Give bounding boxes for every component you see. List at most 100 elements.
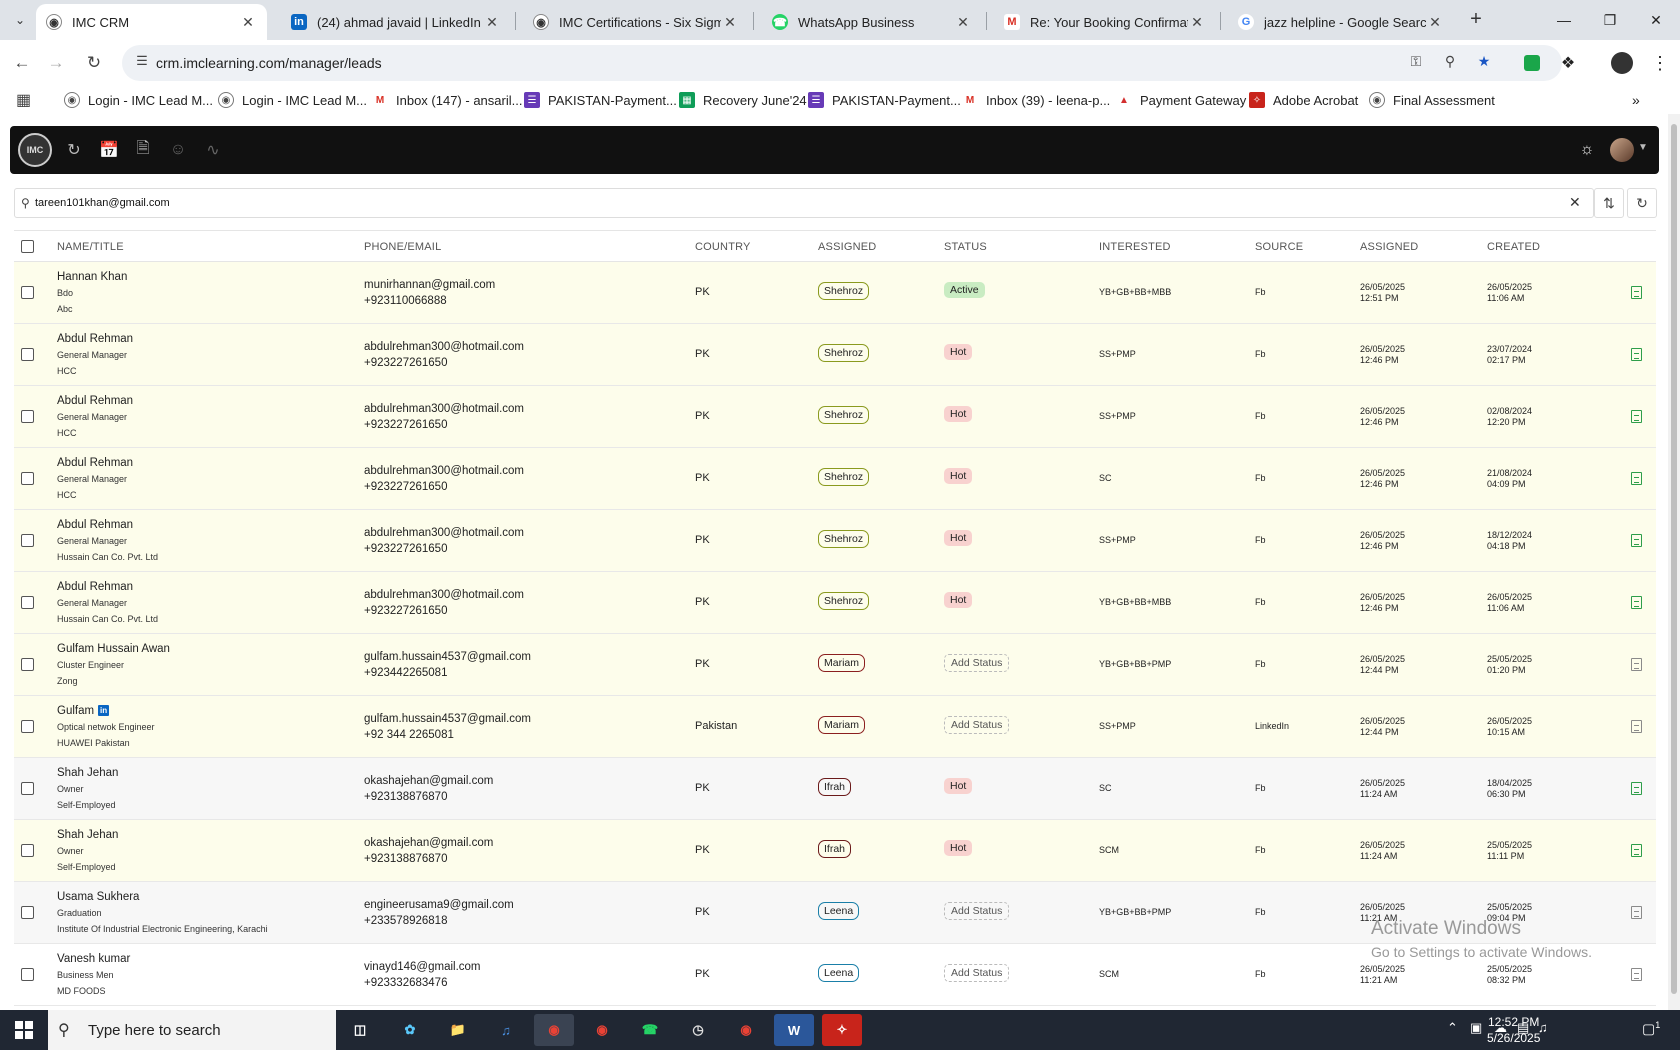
browser-tab[interactable]: M Re: Your Booking Confirmation✕ bbox=[994, 4, 1216, 40]
whatsapp-icon[interactable]: ☎ bbox=[641, 1022, 659, 1037]
header-interested[interactable]: INTERESTED bbox=[1099, 241, 1171, 253]
assignee-badge[interactable]: Shehroz bbox=[818, 592, 870, 610]
refresh-button[interactable]: ↻ bbox=[1627, 188, 1657, 218]
whatsapp-extension-icon[interactable] bbox=[1518, 49, 1546, 77]
word-icon[interactable]: W bbox=[774, 1014, 814, 1046]
table-row[interactable]: Abdul Rehman General Manager HCC abdulrehma… bbox=[14, 448, 1656, 510]
bookmark-item[interactable]: M Inbox (147) - ansaril... bbox=[372, 90, 522, 110]
lead-phone[interactable]: +923227261650 bbox=[364, 419, 448, 431]
assignee-badge[interactable]: Ifrah bbox=[818, 778, 852, 796]
row-checkbox[interactable] bbox=[21, 782, 34, 795]
windows-start-icon[interactable] bbox=[0, 1010, 48, 1050]
select-all-checkbox[interactable] bbox=[21, 240, 34, 253]
bookmark-item[interactable]: ▲ Payment Gateway bbox=[1116, 90, 1246, 110]
lead-name[interactable]: Vanesh kumar bbox=[57, 953, 131, 965]
header-created[interactable]: CREATED bbox=[1487, 241, 1541, 253]
lead-phone[interactable]: +923110066888 bbox=[364, 295, 447, 307]
lead-name[interactable]: Gulfam bbox=[57, 705, 95, 717]
notes-document-icon[interactable] bbox=[1631, 782, 1642, 795]
app-pinned-icon[interactable]: ♫ bbox=[501, 1022, 511, 1038]
header-assigned[interactable]: ASSIGNED bbox=[818, 241, 877, 253]
clear-search-icon[interactable]: ✕ bbox=[1569, 194, 1581, 210]
taskbar-clock[interactable]: 12:52 PM 5/26/2025 bbox=[1487, 1014, 1540, 1046]
status-badge[interactable]: Hot bbox=[944, 344, 973, 360]
row-checkbox[interactable] bbox=[21, 658, 34, 671]
close-tab-icon[interactable]: ✕ bbox=[242, 13, 254, 30]
chrome-icon[interactable]: ◉ bbox=[596, 1022, 608, 1037]
taskbar-search-box[interactable]: ⚲ Type here to search bbox=[48, 1010, 336, 1050]
header-country[interactable]: COUNTRY bbox=[695, 241, 751, 253]
lead-name[interactable]: Abdul Rehman bbox=[57, 333, 134, 345]
url-text[interactable]: crm.imclearning.com/manager/leads bbox=[156, 55, 382, 71]
site-info-icon[interactable]: ☰ bbox=[136, 53, 148, 68]
table-row[interactable]: Vanesh kumar Business Men MD FOODS vinayd14… bbox=[14, 944, 1656, 1006]
lead-email[interactable]: abdulrehman300@hotmail.com bbox=[364, 403, 524, 415]
reload-button[interactable]: ↻ bbox=[86, 53, 102, 72]
close-tab-icon[interactable]: ✕ bbox=[724, 13, 736, 30]
browser-tab[interactable]: ◉ IMC CRM ✕ bbox=[36, 4, 267, 40]
zoom-icon[interactable]: ⚲ bbox=[1444, 53, 1456, 69]
address-bar[interactable]: ☰ crm.imclearning.com/manager/leads ⚿ ⚲ … bbox=[122, 45, 1562, 81]
notes-document-icon[interactable] bbox=[1631, 720, 1642, 733]
acrobat-icon[interactable]: ✧ bbox=[822, 1014, 862, 1046]
header-contact[interactable]: PHONE/EMAIL bbox=[364, 241, 442, 253]
lead-name[interactable]: Abdul Rehman bbox=[57, 519, 134, 531]
status-badge[interactable]: Hot bbox=[944, 530, 973, 546]
browser-tab[interactable]: in (24) ahmad javaid | LinkedIn ✕ bbox=[281, 4, 511, 40]
notification-center-icon[interactable]: ▢1 bbox=[1642, 1020, 1661, 1037]
header-status[interactable]: STATUS bbox=[944, 241, 987, 253]
lead-email[interactable]: gulfam.hussain4537@gmail.com bbox=[364, 713, 532, 725]
close-window-button[interactable]: ✕ bbox=[1650, 11, 1662, 28]
table-row[interactable]: Abdul Rehman General Manager Hussain Can C… bbox=[14, 572, 1656, 634]
lead-name[interactable]: Abdul Rehman bbox=[57, 581, 134, 593]
status-badge[interactable]: Active bbox=[944, 282, 985, 298]
close-tab-icon[interactable]: ✕ bbox=[957, 13, 969, 30]
lead-phone[interactable]: +233578926818 bbox=[364, 915, 448, 927]
lead-email[interactable]: abdulrehman300@hotmail.com bbox=[364, 341, 524, 353]
new-tab-button[interactable]: + bbox=[1470, 8, 1482, 30]
row-checkbox[interactable] bbox=[21, 286, 34, 299]
browser-menu-icon[interactable]: ⋮ bbox=[1651, 52, 1669, 73]
chevron-down-icon[interactable]: ▼ bbox=[1638, 142, 1648, 153]
notes-document-icon[interactable] bbox=[1631, 534, 1642, 547]
assignee-badge[interactable]: Leena bbox=[818, 902, 860, 920]
network-icon[interactable]: ▤ bbox=[1517, 1020, 1530, 1035]
bookmark-item[interactable]: ◉ Login - IMC Lead M... bbox=[64, 90, 213, 110]
clock-app-icon[interactable]: ◷ bbox=[692, 1022, 704, 1037]
assignee-badge[interactable]: Shehroz bbox=[818, 344, 870, 362]
assignee-badge[interactable]: Mariam bbox=[818, 716, 866, 734]
lead-email[interactable]: engineerusama9@gmail.com bbox=[364, 899, 514, 911]
lead-name[interactable]: Shah Jehan bbox=[57, 767, 119, 779]
lead-name[interactable]: Abdul Rehman bbox=[57, 395, 134, 407]
notes-document-icon[interactable] bbox=[1631, 906, 1642, 919]
table-row[interactable]: Gulfam Hussain Awan Cluster Engineer Zong g… bbox=[14, 634, 1656, 696]
assignee-badge[interactable]: Shehroz bbox=[818, 468, 870, 486]
status-badge[interactable]: Hot bbox=[944, 468, 973, 484]
activity-icon[interactable]: ∿ bbox=[206, 142, 220, 159]
bookmark-star-icon[interactable]: ★ bbox=[1477, 53, 1491, 69]
lead-name[interactable]: Shah Jehan bbox=[57, 829, 119, 841]
bookmark-item[interactable]: ☰ PAKISTAN-Payment... bbox=[808, 90, 961, 110]
chrome-profile-icon[interactable]: ◉ bbox=[740, 1022, 752, 1037]
table-row[interactable]: Hannan Khan Bdo Abc munirhannan@gmail.com +9… bbox=[14, 262, 1656, 324]
row-checkbox[interactable] bbox=[21, 534, 34, 547]
assignee-badge[interactable]: Ifrah bbox=[818, 840, 852, 858]
tray-chevron-icon[interactable]: ⌃ bbox=[1447, 1020, 1458, 1035]
add-status-button[interactable]: Add Status bbox=[944, 654, 1010, 672]
tray-app-icon[interactable]: ▣ bbox=[1470, 1020, 1483, 1035]
lead-email[interactable]: abdulrehman300@hotmail.com bbox=[364, 527, 524, 539]
bookmark-item[interactable]: ◉ Final Assessment bbox=[1369, 90, 1495, 110]
tab-search-chevron-icon[interactable]: ⌄ bbox=[14, 13, 26, 27]
notes-document-icon[interactable] bbox=[1631, 348, 1642, 361]
task-view-icon[interactable]: ◫ bbox=[353, 1022, 367, 1037]
bookmark-item[interactable]: ✧ Adobe Acrobat bbox=[1249, 90, 1358, 110]
back-button[interactable]: ← bbox=[13, 53, 31, 72]
status-badge[interactable]: Hot bbox=[944, 592, 973, 608]
lead-phone[interactable]: +92 344 2265081 bbox=[364, 729, 454, 741]
chrome-active-icon[interactable]: ◉ bbox=[534, 1014, 574, 1046]
row-checkbox[interactable] bbox=[21, 844, 34, 857]
lead-email[interactable]: abdulrehman300@hotmail.com bbox=[364, 589, 524, 601]
status-badge[interactable]: Hot bbox=[944, 406, 973, 422]
filter-settings-button[interactable]: ⇅ bbox=[1594, 188, 1624, 218]
notes-document-icon[interactable] bbox=[1631, 286, 1642, 299]
